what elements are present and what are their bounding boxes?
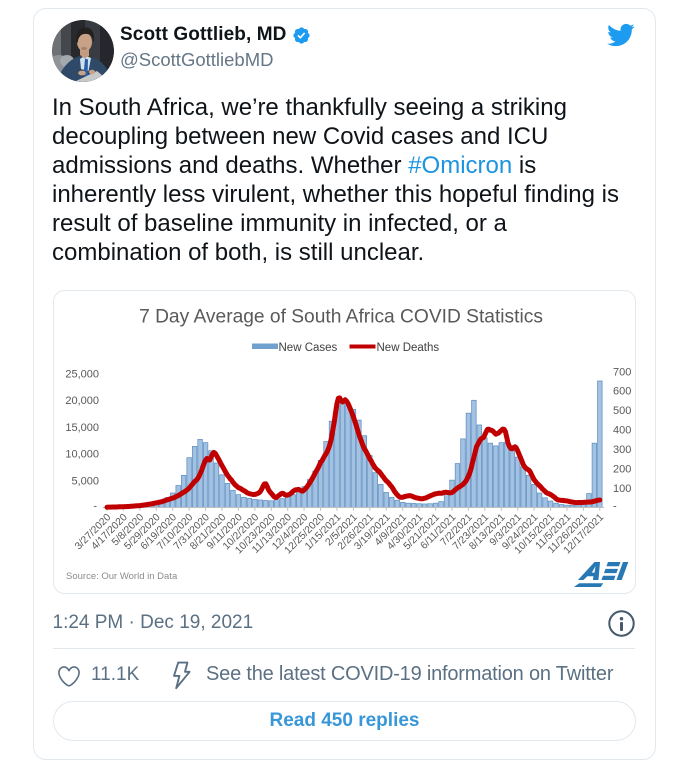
svg-text:New Deaths: New Deaths [377, 342, 440, 354]
svg-text:300: 300 [613, 444, 631, 456]
svg-text:7 Day Average of South Africa: 7 Day Average of South Africa COVID Stat… [139, 307, 543, 328]
svg-text:400: 400 [613, 425, 631, 437]
svg-text:-: - [93, 501, 97, 513]
svg-text:-: - [613, 501, 617, 513]
svg-text:New Cases: New Cases [279, 342, 338, 354]
svg-text:200: 200 [613, 463, 631, 475]
svg-text:10,000: 10,000 [65, 449, 99, 461]
svg-text:600: 600 [613, 386, 631, 398]
svg-text:500: 500 [613, 405, 631, 417]
svg-text:100: 100 [613, 483, 631, 495]
svg-text:5,000: 5,000 [71, 476, 99, 488]
svg-text:700: 700 [613, 366, 631, 378]
svg-text:20,000: 20,000 [65, 395, 99, 407]
svg-text:15,000: 15,000 [65, 422, 99, 434]
svg-text:25,000: 25,000 [65, 368, 99, 380]
svg-text:Source: Our World in Data: Source: Our World in Data [66, 571, 178, 582]
